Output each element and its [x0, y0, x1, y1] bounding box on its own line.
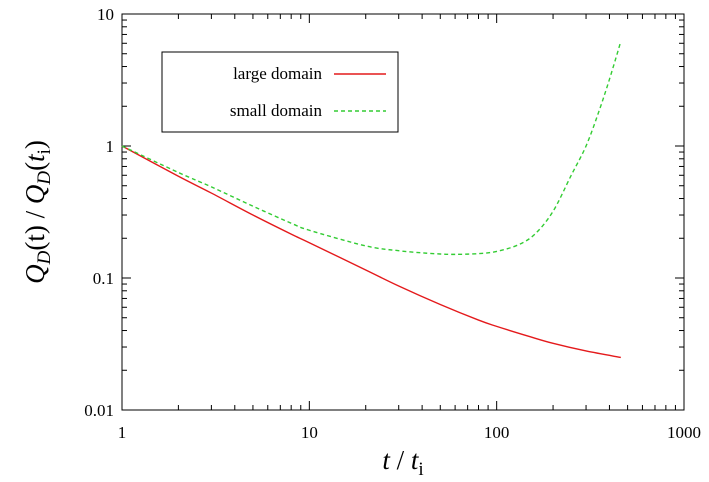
series-line-large-domain: [121, 145, 621, 359]
series-line-small-domain: [121, 41, 622, 256]
tick-labels: 1 10 100 1000 0.01 0.1 1 10: [84, 5, 701, 442]
plot-frame: [121, 13, 685, 411]
axis-ticks: [121, 13, 685, 411]
y-tick-label: 10: [97, 5, 114, 24]
y-tick-label: 1: [106, 137, 115, 156]
series-lines: [121, 41, 622, 359]
x-tick-label: 1000: [667, 423, 701, 442]
y-axis-label: QD(t) / QD(ti): [20, 140, 55, 284]
legend: large domain small domain: [161, 51, 399, 133]
legend-label-large-domain: large domain: [233, 64, 322, 83]
x-tick-label: 100: [484, 423, 510, 442]
y-tick-label: 0.01: [84, 401, 114, 420]
x-axis-label: t / ti: [382, 445, 423, 480]
x-tick-label: 1: [118, 423, 127, 442]
legend-label-small-domain: small domain: [230, 101, 323, 120]
legend-box: [161, 51, 399, 133]
y-tick-label: 0.1: [93, 269, 114, 288]
x-tick-label: 10: [301, 423, 318, 442]
